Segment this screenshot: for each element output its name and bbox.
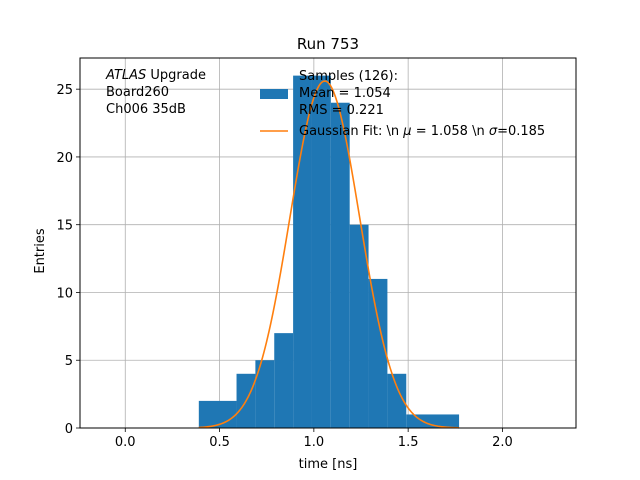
gaussian-fit bbox=[198, 80, 460, 429]
y-tick-label: 5 bbox=[65, 354, 73, 369]
legend: Samples (126): Mean = 1.054 RMS = 0.221 G… bbox=[260, 69, 545, 139]
histogram-bar bbox=[274, 333, 294, 428]
x-tick-label: 0.5 bbox=[209, 435, 230, 450]
axes: 0.0 0.5 1.0 1.5 2.0 0 5 10 15 20 25 bbox=[56, 57, 577, 450]
histogram-bar bbox=[330, 102, 350, 428]
y-tick-label: 20 bbox=[56, 151, 73, 166]
y-axis-label: Entries bbox=[33, 228, 48, 274]
fit-curve bbox=[198, 80, 460, 429]
annotation-line: Board260 bbox=[106, 85, 169, 100]
histogram-bar bbox=[349, 224, 369, 428]
y-tick-label: 0 bbox=[65, 422, 73, 437]
histogram-bar bbox=[255, 360, 275, 428]
x-tick-label: 1.5 bbox=[398, 435, 419, 450]
annotation-line: ATLAS Upgrade bbox=[105, 68, 206, 83]
histogram-bars bbox=[198, 75, 460, 428]
histogram-bar bbox=[387, 373, 407, 428]
histogram-bar bbox=[406, 414, 460, 428]
y-tick-label: 25 bbox=[56, 83, 73, 98]
legend-histogram-label: Mean = 1.054 bbox=[299, 86, 391, 101]
x-tick-label: 0.0 bbox=[115, 435, 136, 450]
legend-histogram-label: Samples (126): bbox=[299, 69, 398, 84]
histogram-bar bbox=[198, 400, 237, 428]
x-tick-label: 1.0 bbox=[304, 435, 325, 450]
legend-histogram-label: RMS = 0.221 bbox=[299, 103, 384, 118]
histogram-bar bbox=[311, 75, 331, 428]
x-tick-label: 2.0 bbox=[492, 435, 513, 450]
annotation-line: Ch006 35dB bbox=[106, 102, 186, 117]
plot-frame bbox=[79, 57, 577, 429]
legend-fit-label: Gaussian Fit: \n μ = 1.058 \n σ=0.185 bbox=[299, 124, 545, 139]
y-tick-label: 10 bbox=[56, 286, 73, 301]
histogram-bar bbox=[293, 75, 312, 428]
chart-title: Run 753 bbox=[297, 35, 359, 53]
histogram-bar bbox=[368, 278, 388, 428]
annotation-text: ATLAS Upgrade Board260 Ch006 35dB bbox=[105, 68, 206, 117]
legend-histogram-swatch bbox=[260, 89, 288, 99]
y-tick-label: 15 bbox=[56, 219, 73, 234]
x-axis-label: time [ns] bbox=[299, 457, 358, 472]
